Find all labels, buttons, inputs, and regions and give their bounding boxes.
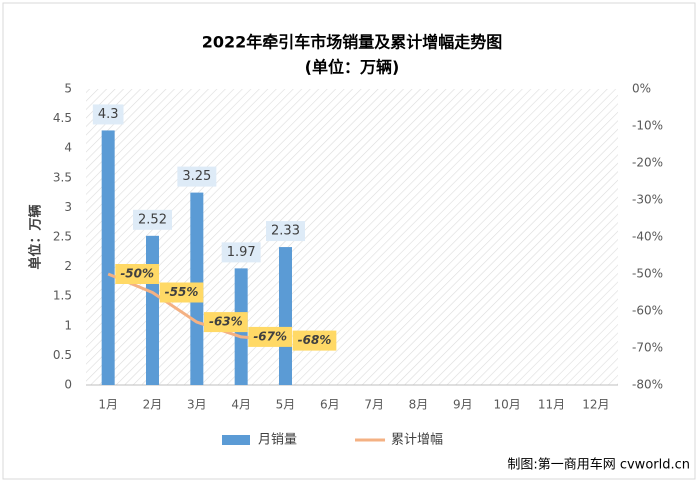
bar-label-box — [92, 104, 124, 125]
x-tick-label: 6月 — [320, 398, 340, 412]
line-label-box — [203, 312, 248, 333]
y2-tick-label: -40% — [632, 230, 663, 244]
line-label-box — [248, 326, 293, 347]
chart-title: 2022年牵引车市场销量及累计增幅走势图 — [202, 33, 503, 52]
line-label-box — [115, 264, 160, 284]
legend-swatch — [222, 435, 250, 445]
y2-tick-label: 0% — [632, 82, 651, 96]
legend-label: 累计增幅 — [391, 433, 443, 448]
y-tick-label: 2.5 — [53, 230, 72, 244]
line-label-box — [159, 282, 204, 303]
y2-tick-label: -60% — [632, 304, 663, 318]
y-tick-label: 1.5 — [53, 289, 72, 303]
bar-label-box — [266, 221, 305, 242]
line-label: -50% — [120, 267, 154, 281]
y-axis-label: 单位：万辆 — [28, 204, 44, 269]
bar-label: 1.97 — [227, 245, 256, 260]
y-tick-label: 2 — [64, 259, 72, 273]
bar — [101, 130, 115, 385]
x-tick-label: 1月 — [98, 398, 118, 412]
bar-label: 3.25 — [182, 169, 211, 184]
bar-label: 4.3 — [98, 107, 119, 122]
plot-area — [86, 89, 618, 385]
bar-label: 2.33 — [271, 224, 300, 239]
bar-label-box — [221, 242, 261, 263]
x-tick-label: 2月 — [143, 398, 163, 412]
y2-tick-label: -50% — [632, 267, 663, 281]
bar-label: 2.52 — [138, 212, 167, 227]
y2-tick-label: -80% — [632, 378, 663, 392]
line-label-box — [292, 330, 337, 351]
x-tick-label: 12月 — [582, 398, 609, 412]
x-tick-label: 8月 — [409, 398, 429, 412]
bar-label-box — [177, 166, 217, 187]
y2-tick-label: -30% — [632, 193, 663, 207]
x-tick-label: 11月 — [538, 398, 565, 412]
y-tick-label: 0 — [64, 378, 72, 392]
line-label: -67% — [253, 329, 287, 343]
line-label: -63% — [209, 315, 243, 329]
bar — [146, 235, 159, 385]
bar — [279, 247, 292, 385]
source-annotation: 制图:第一商用车网 cvworld.cn — [507, 457, 690, 473]
chart-subtitle: (单位：万辆) — [305, 58, 400, 77]
y-tick-label: 3 — [64, 200, 72, 214]
y-tick-label: 1 — [64, 318, 72, 332]
y-tick-label: 5 — [64, 82, 72, 96]
line-label: -55% — [165, 285, 199, 299]
y2-tick-label: -70% — [632, 341, 663, 355]
y-tick-label: 0.5 — [53, 348, 72, 362]
y-tick-label: 3.5 — [53, 170, 72, 184]
x-tick-label: 10月 — [494, 398, 521, 412]
x-tick-label: 5月 — [276, 398, 296, 412]
legend-label: 月销量 — [258, 433, 297, 448]
x-tick-label: 7月 — [364, 398, 384, 412]
line-label: -68% — [298, 333, 332, 347]
y2-tick-label: -10% — [632, 119, 663, 133]
x-tick-label: 9月 — [453, 398, 473, 412]
y2-tick-label: -20% — [632, 156, 663, 170]
x-tick-label: 4月 — [231, 398, 251, 412]
y-tick-label: 4.5 — [53, 111, 72, 125]
x-tick-label: 3月 — [187, 398, 207, 412]
y-tick-label: 4 — [64, 141, 72, 155]
bar-label-box — [133, 209, 172, 230]
